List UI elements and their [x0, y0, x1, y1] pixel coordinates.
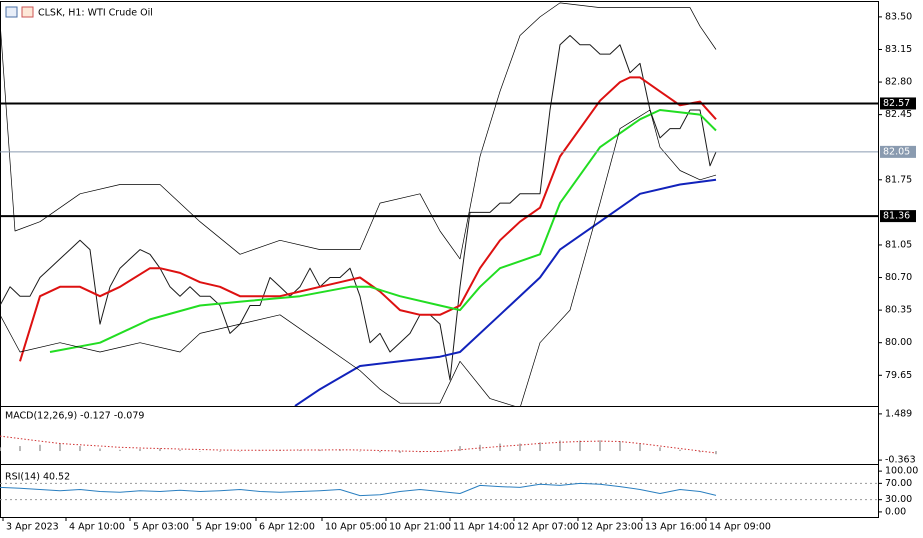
y-tick-label: 83.50: [885, 11, 912, 22]
x-tick-label: 12 Apr 23:00: [581, 522, 643, 533]
x-tick-label: 4 Apr 10:00: [69, 522, 125, 533]
histogram-bar: [79, 446, 81, 452]
histogram-bar: [459, 446, 461, 452]
y-tick-label: 83.15: [885, 44, 912, 55]
histogram-bar: [379, 451, 381, 453]
histogram-bar: [599, 440, 601, 452]
histogram-bar: [119, 449, 121, 452]
histogram-bar: [359, 451, 361, 452]
y-tick-label: -0.363: [885, 455, 916, 466]
x-tick-label: 5 Apr 03:00: [133, 522, 189, 533]
histogram-bar: [139, 449, 141, 452]
x-tick-label: 13 Apr 16:00: [645, 522, 707, 533]
series-line: [19, 76, 717, 362]
macd-title: MACD(12,26,9) -0.127 -0.079: [5, 411, 144, 422]
series-line: [0, 2, 717, 260]
histogram-bar: [639, 443, 641, 452]
y-tick-label: 81.75: [885, 174, 912, 185]
plot-area: [0, 482, 878, 501]
x-tick-label: 10 Apr 21:00: [389, 522, 451, 533]
histogram-bar: [179, 449, 181, 452]
price-level-box: [880, 210, 916, 223]
series-line: [0, 35, 717, 381]
histogram-bar: [299, 450, 301, 452]
x-tick-label: 12 Apr 07:00: [517, 522, 579, 533]
series-line: [0, 482, 717, 497]
y-tick-label: 80.35: [885, 305, 912, 316]
histogram-bar: [539, 442, 541, 452]
histogram-bar: [259, 450, 261, 452]
histogram-bar: [699, 451, 701, 453]
price-level-box: [880, 97, 916, 110]
plot-area: [0, 2, 717, 406]
histogram-bar: [0, 447, 1, 452]
last-price-label: 82.05: [883, 146, 910, 157]
histogram-bar: [559, 440, 561, 452]
y-tick-label: 80.70: [885, 272, 912, 283]
histogram-bar: [99, 448, 101, 452]
histogram-bar: [679, 449, 681, 452]
histogram-bar: [519, 443, 521, 452]
histogram-bar: [219, 451, 221, 452]
y-tick-label: 0.00: [885, 506, 906, 517]
series-line: [294, 178, 717, 406]
series-line: [0, 435, 717, 454]
chart-title: CLSK, H1: WTI Crude Oil: [38, 8, 153, 19]
rsi-panel-frame: [0, 464, 879, 518]
histogram-bar: [199, 451, 201, 452]
histogram-bar: [39, 444, 41, 452]
histogram-bar: [159, 448, 161, 452]
rsi-title: RSI(14) 40.52: [5, 472, 70, 483]
price-level-label: 82.57: [883, 98, 910, 109]
histogram-bar: [239, 451, 241, 452]
histogram-bar: [579, 440, 581, 452]
series-line: [0, 109, 717, 406]
last-price-box: [880, 145, 916, 158]
x-tick-label: 14 Apr 09:00: [709, 522, 771, 533]
plot-area: [0, 435, 717, 455]
x-tick-label: 11 Apr 14:00: [453, 522, 515, 533]
series-line: [49, 109, 717, 353]
histogram-bar: [659, 447, 661, 452]
y-tick-label: 82.80: [885, 77, 912, 88]
histogram-bar: [499, 443, 501, 452]
x-tick-label: 6 Apr 12:00: [259, 522, 315, 533]
y-tick-label: 82.45: [885, 109, 912, 120]
y-tick-label: 79.65: [885, 370, 912, 381]
histogram-bar: [619, 441, 621, 452]
y-tick-label: 100.00: [885, 466, 918, 477]
price-level-label: 81.36: [883, 211, 910, 222]
histogram-bar: [399, 451, 401, 454]
x-tick-label: 10 Apr 05:00: [325, 522, 387, 533]
histogram-bar: [439, 451, 441, 452]
window-icons: [5, 6, 34, 18]
y-tick-label: 30.00: [885, 494, 912, 505]
y-tick-label: 80.00: [885, 337, 912, 348]
histogram-bar: [19, 446, 21, 452]
x-tick-label: 3 Apr 2023: [6, 522, 59, 533]
y-tick-label: 70.00: [885, 478, 912, 489]
histogram-bar: [319, 449, 321, 452]
histogram-bar: [59, 443, 61, 452]
y-tick-label: 1.489: [885, 408, 912, 419]
x-tick-label: 5 Apr 19:00: [196, 522, 252, 533]
y-tick-label: 81.05: [885, 239, 912, 250]
